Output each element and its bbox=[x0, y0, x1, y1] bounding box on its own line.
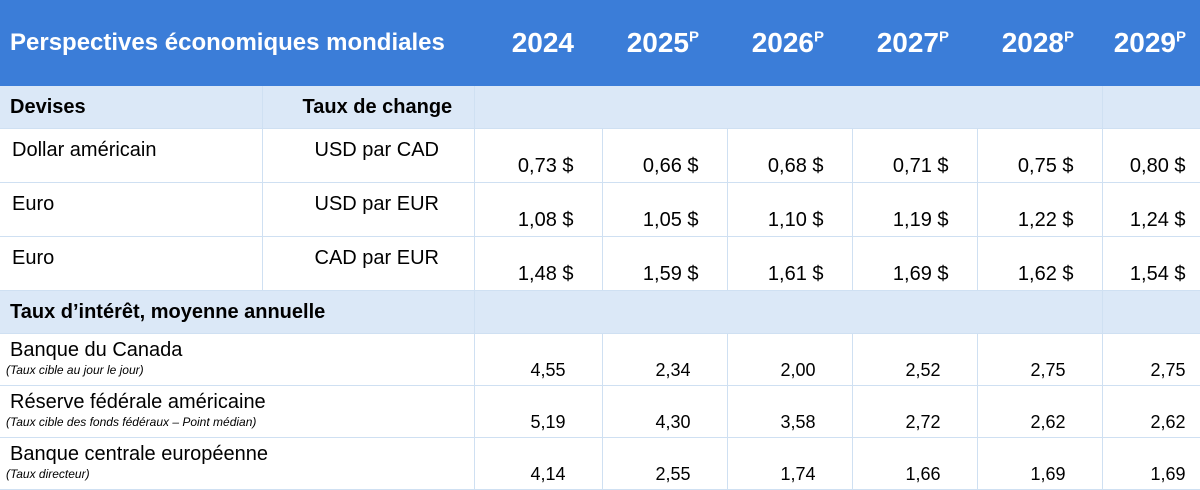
table-cell: 1,69 bbox=[977, 437, 1103, 490]
table-cell: 2,62 bbox=[1102, 385, 1200, 438]
currency-pair: USD par CAD bbox=[262, 128, 475, 183]
table-cell: 2,62 bbox=[977, 385, 1103, 438]
rate-note: (Taux cible des fonds fédéraux – Point m… bbox=[6, 415, 257, 429]
table-cell: 1,19 $ bbox=[852, 182, 978, 237]
table-row: Euro USD par EUR 1,08 $ 1,05 $ 1,10 $ 1,… bbox=[0, 182, 1200, 237]
table-cell: 0,73 $ bbox=[474, 128, 603, 183]
table-cell: 4,30 bbox=[602, 385, 728, 438]
table-cell: 1,24 $ bbox=[1102, 182, 1200, 237]
table-cell: 3,58 bbox=[727, 385, 853, 438]
rate-name-cell: Banque centrale européenne (Taux directe… bbox=[0, 437, 475, 490]
rate-name-cell: Banque du Canada (Taux cible au jour le … bbox=[0, 333, 475, 386]
table-cell: 4,55 bbox=[474, 333, 603, 386]
table-cell: 2,52 bbox=[852, 333, 978, 386]
table-cell: 5,19 bbox=[474, 385, 603, 438]
section-filler bbox=[1102, 86, 1200, 129]
table-cell: 0,68 $ bbox=[727, 128, 853, 183]
table-cell: 2,72 bbox=[852, 385, 978, 438]
table-cell: 1,69 bbox=[1102, 437, 1200, 490]
section-label-currencies: Devises bbox=[0, 86, 263, 129]
table-row: Dollar américain USD par CAD 0,73 $ 0,66… bbox=[0, 128, 1200, 183]
rate-name: Banque centrale européenne bbox=[10, 443, 268, 465]
table-cell: 1,61 $ bbox=[727, 236, 853, 291]
table-cell: 0,75 $ bbox=[977, 128, 1103, 183]
section-filler bbox=[474, 290, 1103, 334]
table-cell: 0,71 $ bbox=[852, 128, 978, 183]
year-header-2028: 2028P bbox=[977, 0, 1102, 86]
year-header-2029: 2029P bbox=[1102, 0, 1200, 86]
section-filler bbox=[474, 86, 1103, 129]
table-cell: 0,80 $ bbox=[1102, 128, 1200, 183]
rate-name-cell: Réserve fédérale américaine (Taux cible … bbox=[0, 385, 475, 438]
table-row: Euro CAD par EUR 1,48 $ 1,59 $ 1,61 $ 1,… bbox=[0, 236, 1200, 291]
currency-name: Dollar américain bbox=[0, 128, 263, 183]
table-cell: 1,48 $ bbox=[474, 236, 603, 291]
year-header-2027: 2027P bbox=[852, 0, 977, 86]
table-cell: 4,14 bbox=[474, 437, 603, 490]
table-row: Banque centrale européenne (Taux directe… bbox=[0, 437, 1200, 490]
table-cell: 2,34 bbox=[602, 333, 728, 386]
section-label-interest-rates: Taux d’intérêt, moyenne annuelle bbox=[0, 290, 475, 334]
table-cell: 1,05 $ bbox=[602, 182, 728, 237]
table-row: Réserve fédérale américaine (Taux cible … bbox=[0, 385, 1200, 438]
table-cell: 1,54 $ bbox=[1102, 236, 1200, 291]
table-cell: 0,66 $ bbox=[602, 128, 728, 183]
rate-note: (Taux cible au jour le jour) bbox=[6, 363, 144, 377]
currency-pair: USD par EUR bbox=[262, 182, 475, 237]
currency-pair: CAD par EUR bbox=[262, 236, 475, 291]
table-cell: 1,10 $ bbox=[727, 182, 853, 237]
rate-name: Banque du Canada bbox=[10, 339, 183, 361]
year-header-2026: 2026P bbox=[727, 0, 852, 86]
section-filler bbox=[1102, 290, 1200, 334]
table-cell: 1,62 $ bbox=[977, 236, 1103, 291]
section-row-interest-rates: Taux d’intérêt, moyenne annuelle bbox=[0, 290, 1200, 334]
rate-name: Réserve fédérale américaine bbox=[10, 391, 266, 413]
table-cell: 1,69 $ bbox=[852, 236, 978, 291]
table-cell: 2,75 bbox=[977, 333, 1103, 386]
table-cell: 2,55 bbox=[602, 437, 728, 490]
table-title: Perspectives économiques mondiales bbox=[0, 0, 474, 86]
year-header-2025: 2025P bbox=[602, 0, 727, 86]
table-cell: 1,22 $ bbox=[977, 182, 1103, 237]
table-cell: 1,66 bbox=[852, 437, 978, 490]
table-header-row: Perspectives économiques mondiales 2024 … bbox=[0, 0, 1200, 86]
table-cell: 1,08 $ bbox=[474, 182, 603, 237]
table-cell: 1,74 bbox=[727, 437, 853, 490]
currency-name: Euro bbox=[0, 236, 263, 291]
rate-note: (Taux directeur) bbox=[6, 467, 90, 481]
table-cell: 1,59 $ bbox=[602, 236, 728, 291]
year-header-2024: 2024 bbox=[474, 0, 602, 86]
table-cell: 2,75 bbox=[1102, 333, 1200, 386]
table-row: Banque du Canada (Taux cible au jour le … bbox=[0, 333, 1200, 386]
currency-name: Euro bbox=[0, 182, 263, 237]
section-row-currencies: Devises Taux de change bbox=[0, 86, 1200, 129]
table-cell: 2,00 bbox=[727, 333, 853, 386]
section-label-exchange-rate: Taux de change bbox=[262, 86, 475, 129]
